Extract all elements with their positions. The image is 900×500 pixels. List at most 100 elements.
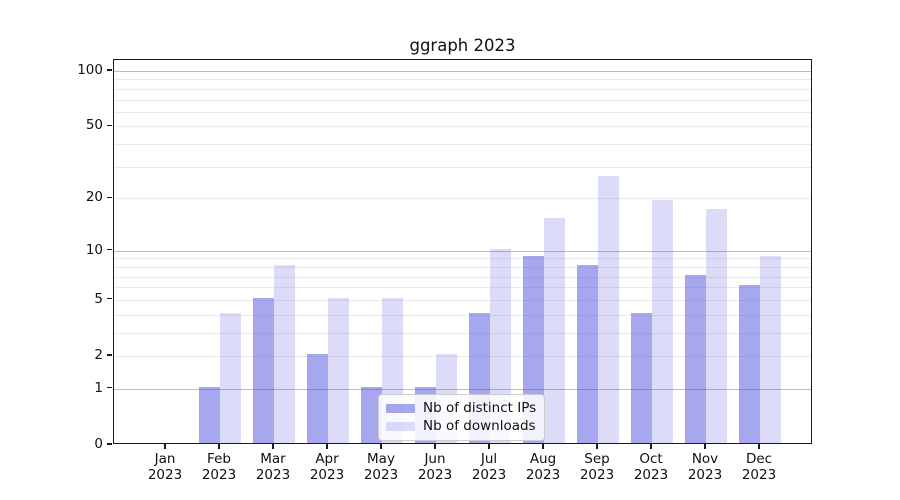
x-tick-sep [596, 444, 598, 449]
bar-distinct-ips-feb [199, 386, 220, 443]
bar-downloads-feb [220, 312, 241, 443]
x-tick-label-jun: Jun 2023 [407, 451, 463, 483]
gridline-major-100 [114, 71, 811, 72]
x-tick-year-oct: 2023 [633, 466, 669, 483]
x-tick-label-mar: Mar 2023 [245, 451, 301, 483]
bar-downloads-apr [328, 297, 349, 443]
x-tick-month-jun: Jun [424, 451, 446, 467]
legend-item-downloads: Nb of downloads [386, 419, 536, 434]
y-tick-label-100: 100 [77, 62, 103, 78]
x-tick-year-nov: 2023 [687, 466, 723, 483]
y-tick-label-2: 2 [94, 347, 103, 363]
gridline-minor-50 [114, 126, 811, 128]
x-tick-year-may: 2023 [363, 466, 399, 483]
x-tick-jul [488, 444, 490, 449]
gridline-minor-2 [114, 356, 811, 357]
gridline-minor-60 [114, 111, 811, 113]
x-tick-nov [704, 444, 706, 449]
y-tick-label-20: 20 [85, 189, 103, 206]
chart-title: ggraph 2023 [409, 36, 516, 55]
bar-distinct-ips-nov [685, 274, 706, 443]
y-tick-label-1: 1 [94, 379, 103, 396]
gridline-minor-7 [114, 276, 811, 278]
y-tick-50 [107, 124, 112, 127]
gridline-minor-4 [114, 314, 811, 316]
x-tick-mar [272, 444, 274, 449]
gridline-minor-40 [114, 144, 811, 146]
x-tick-label-feb: Feb 2023 [191, 451, 247, 483]
x-tick-year-jan: 2023 [147, 466, 183, 483]
legend: Nb of distinct IPs Nb of downloads [378, 394, 546, 441]
gridline-minor-8 [114, 266, 811, 268]
x-tick-month-mar: Mar [260, 451, 286, 467]
legend-label-distinct-ips: Nb of distinct IPs [423, 400, 537, 416]
y-tick-label-5: 5 [94, 290, 103, 307]
x-tick-month-jan: Jan [154, 451, 176, 467]
bar-downloads-nov [706, 208, 727, 443]
gridline-minor-20 [114, 198, 811, 200]
x-tick-month-aug: Aug [529, 451, 557, 467]
x-tick-year-jun: 2023 [417, 466, 453, 483]
gridline-major-10 [114, 250, 811, 252]
x-tick-year-mar: 2023 [255, 466, 291, 483]
legend-label-downloads: Nb of downloads [423, 418, 536, 434]
bar-distinct-ips-apr [307, 354, 328, 443]
x-tick-label-dec: Dec 2023 [731, 451, 787, 483]
x-tick-month-may: May [367, 451, 395, 467]
bar-downloads-sep [598, 175, 619, 443]
y-tick-5 [107, 298, 112, 300]
x-tick-jun [434, 444, 436, 449]
x-tick-label-sep: Sep 2023 [569, 451, 625, 483]
bar-distinct-ips-dec [739, 285, 760, 443]
x-tick-label-aug: Aug 2023 [515, 451, 571, 483]
x-tick-label-may: May 2023 [353, 451, 409, 483]
x-tick-apr [326, 444, 328, 449]
bar-distinct-ips-oct [631, 312, 652, 443]
gridline-major-1 [114, 388, 811, 390]
gridline-minor-3 [114, 332, 811, 334]
bar-distinct-ips-may [361, 386, 382, 443]
y-tick-20 [107, 196, 112, 198]
legend-item-distinct-ips: Nb of distinct IPs [386, 401, 536, 416]
legend-swatch-distinct-ips [386, 404, 415, 413]
x-tick-label-jan: Jan 2023 [137, 451, 193, 483]
gridline-minor-30 [114, 166, 811, 168]
x-tick-month-jul: Jul [480, 451, 498, 467]
y-tick-100 [107, 69, 112, 71]
y-tick-1 [107, 387, 112, 389]
x-tick-aug [542, 444, 544, 449]
legend-swatch-downloads [386, 422, 415, 431]
bar-downloads-oct [652, 200, 673, 443]
bar-distinct-ips-sep [577, 264, 598, 443]
x-tick-label-nov: Nov 2023 [677, 451, 733, 483]
x-tick-year-feb: 2023 [201, 466, 237, 483]
gridline-minor-90 [114, 79, 811, 81]
bar-downloads-dec [760, 256, 781, 443]
x-tick-feb [218, 444, 220, 449]
x-tick-label-jul: Jul 2023 [461, 451, 517, 483]
x-tick-month-sep: Sep [584, 451, 610, 467]
y-tick-label-50: 50 [85, 117, 103, 134]
x-tick-year-sep: 2023 [579, 466, 615, 483]
x-tick-year-jul: 2023 [471, 466, 507, 483]
gridline-minor-70 [114, 99, 811, 101]
x-tick-dec [758, 444, 760, 449]
x-tick-month-oct: Oct [639, 451, 663, 467]
y-tick-10 [107, 249, 112, 251]
plot-area: Nb of distinct IPs Nb of downloads [113, 59, 812, 444]
x-tick-year-dec: 2023 [741, 466, 777, 483]
x-tick-month-dec: Dec [745, 451, 773, 467]
gridline-minor-5 [114, 299, 811, 301]
x-tick-oct [650, 444, 652, 449]
bar-downloads-aug [544, 218, 565, 443]
x-tick-month-nov: Nov [691, 451, 719, 467]
y-tick-label-10: 10 [85, 241, 103, 258]
y-tick-label-0: 0 [94, 436, 103, 452]
gridline-minor-9 [114, 258, 811, 260]
x-tick-month-apr: Apr [315, 451, 339, 467]
x-tick-label-apr: Apr 2023 [299, 451, 355, 483]
x-tick-year-aug: 2023 [525, 466, 561, 483]
bar-downloads-mar [274, 264, 295, 443]
x-tick-month-feb: Feb [207, 451, 231, 467]
